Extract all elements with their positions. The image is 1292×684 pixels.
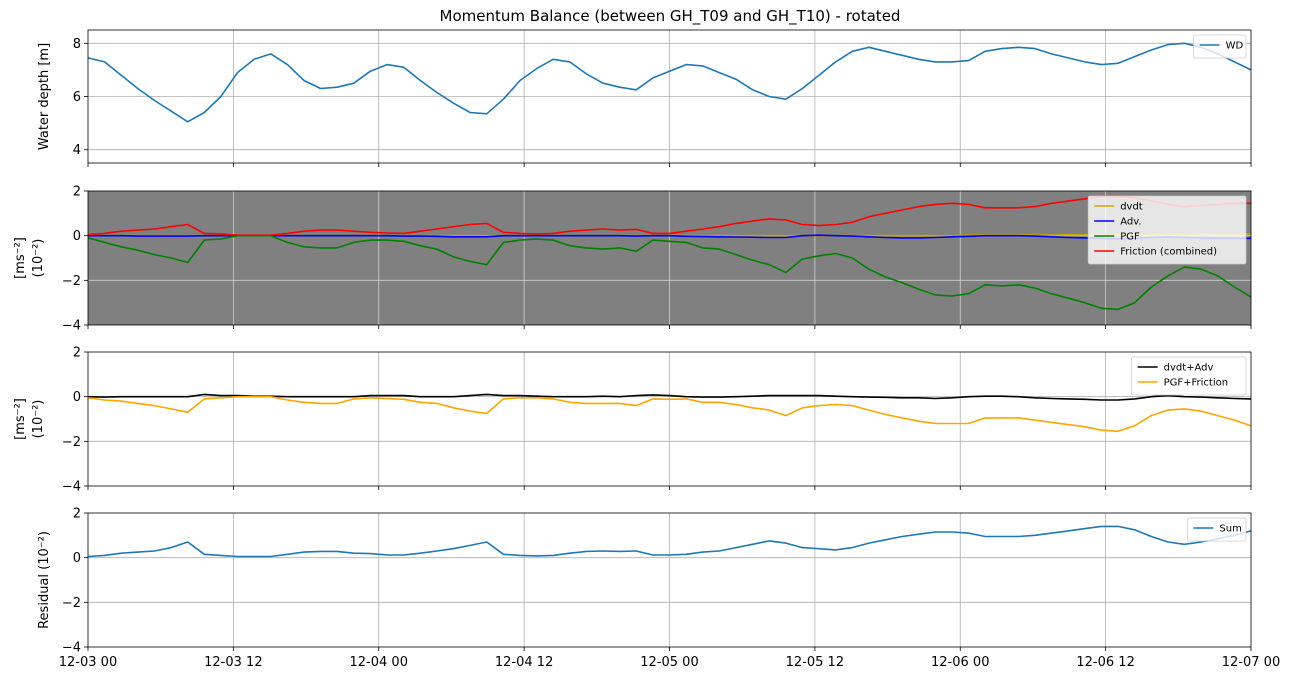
legend-box <box>1087 195 1247 265</box>
legend-box <box>1193 34 1247 59</box>
legend-label: PGF+Friction <box>1164 378 1228 389</box>
legend-label: Adv. <box>1120 217 1141 228</box>
x-tick-label: 12-05 12 <box>786 655 844 670</box>
legend-label: Sum <box>1219 524 1241 535</box>
x-tick-label: 12-06 12 <box>1076 655 1134 670</box>
x-tick-label: 12-06 00 <box>931 655 989 670</box>
y-axis-label: Water depth [m] <box>37 43 52 150</box>
gridlines <box>88 30 1251 163</box>
y-tick-label: 2 <box>73 346 81 361</box>
y-tick-label: 0 <box>73 229 81 244</box>
legend-label: WD <box>1226 41 1244 52</box>
y-tick-label: 0 <box>73 551 81 566</box>
y-tick-label: 4 <box>73 143 81 158</box>
x-tick-label: 12-04 00 <box>350 655 408 670</box>
legend-label: dvdt+Adv <box>1164 363 1214 374</box>
panel-combined-terms: −4 −2 0 2 [ms⁻²] (10⁻²) dvdt+Adv PGF+Friction <box>13 346 1252 495</box>
y-axis-label: (10⁻²) <box>31 239 46 278</box>
legend-label: PGF <box>1120 232 1140 243</box>
y-tick-label: 0 <box>73 390 81 405</box>
legend: dvdt+Adv PGF+Friction <box>1131 356 1247 396</box>
y-tick-label: −2 <box>62 274 81 289</box>
y-axis-label: (10⁻²) <box>31 400 46 439</box>
y-tick-label: 2 <box>73 507 81 522</box>
x-tick-label: 12-03 00 <box>59 655 117 670</box>
legend: WD <box>1193 34 1247 59</box>
y-tick-label: −4 <box>62 641 81 656</box>
panel-components: −4 −2 0 2 [ms⁻²] (10⁻²) dvdt Adv. PGF Friction (c… <box>13 185 1252 334</box>
x-tick-label: 12-07 00 <box>1222 655 1280 670</box>
x-tick-label: 12-05 00 <box>640 655 698 670</box>
y-tick-label: −2 <box>62 435 81 450</box>
series-line-dvdt-adv <box>87 393 1252 401</box>
y-tick-label: 8 <box>73 37 81 52</box>
legend-label: dvdt <box>1120 202 1143 213</box>
y-tick-label: 6 <box>73 90 81 105</box>
figure-title: Momentum Balance (between GH_T09 and GH_… <box>440 7 901 26</box>
series-line-pgf-friction <box>87 395 1252 433</box>
y-tick-label: −2 <box>62 596 81 611</box>
series-line-adv- <box>88 234 1251 240</box>
legend: Sum <box>1187 517 1247 542</box>
y-axis-label: Residual (10⁻²) <box>37 531 52 629</box>
legend-box <box>1131 356 1247 396</box>
series-line-sum <box>87 525 1252 558</box>
panel-residual: −4 −2 0 2 Residual (10⁻²) Sum <box>37 507 1252 656</box>
x-tick-label: 12-03 12 <box>204 655 262 670</box>
series-line-pgf <box>87 234 1252 311</box>
series-line-wd <box>87 42 1252 123</box>
legend-label: Friction (combined) <box>1120 247 1217 258</box>
gridlines <box>88 513 1251 647</box>
y-tick-label: −4 <box>62 480 81 495</box>
y-axis-label: [ms⁻²] <box>13 237 28 279</box>
panel-water-depth: 4 6 8 Water depth [m] WD <box>37 29 1252 167</box>
legend-box <box>1187 517 1247 542</box>
y-tick-label: 2 <box>73 185 81 200</box>
legend: dvdt Adv. PGF Friction (combined) <box>1087 195 1247 265</box>
y-tick-label: −4 <box>62 319 81 334</box>
series-line-friction-combined- <box>87 195 1251 236</box>
y-axis-label: [ms⁻²] <box>13 398 28 440</box>
x-tick-label: 12-04 12 <box>495 655 553 670</box>
